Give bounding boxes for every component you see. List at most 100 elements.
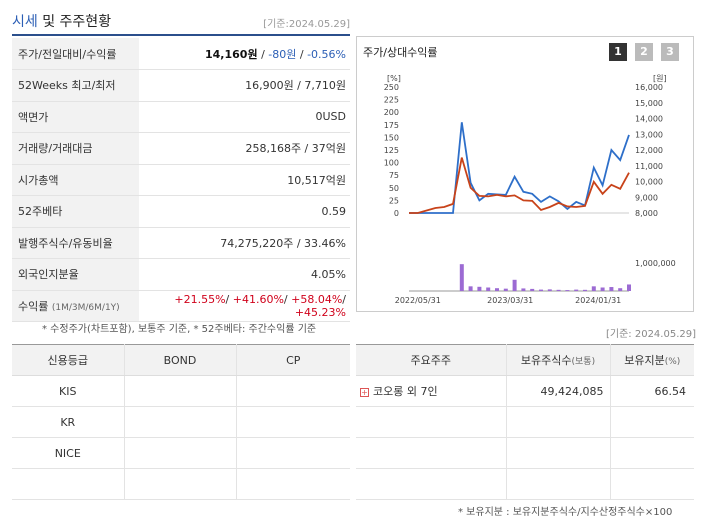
chart-tab-1[interactable]: 1: [609, 43, 627, 61]
right-tick-label: 9,000: [635, 193, 658, 202]
volume-bar: [477, 286, 482, 291]
face-value: 0USD: [139, 101, 350, 133]
separator: /: [296, 47, 308, 61]
left-tick-label: 100: [384, 159, 399, 168]
volume-label: 거래량/거래대금: [12, 132, 139, 165]
volume-bar: [521, 288, 526, 291]
foreign-label: 외국인지분율: [12, 258, 139, 291]
right-tick-label: 13,000: [635, 130, 663, 139]
right-tick-label: 12,000: [635, 146, 663, 155]
x-tick-label: 2024/01/31: [575, 296, 621, 305]
shareholders-table: 주요주주 보유주식수(보통) 보유지분(%) + 코오롱 외 7인 49,424,…: [356, 344, 694, 500]
chart-tabs: 1 2 3: [609, 43, 679, 61]
holder-name: [356, 437, 506, 469]
table-row: [356, 468, 694, 500]
beta-value: 0.59: [139, 195, 350, 228]
separator: /: [342, 292, 346, 306]
credit-bond: [123, 406, 236, 438]
credit-agency: KR: [12, 406, 124, 438]
credit-header-bond: BOND: [123, 344, 236, 376]
x-tick-label: 2023/03/31: [487, 296, 533, 305]
return-1m: +21.55%: [174, 292, 226, 306]
w52-row: 52Weeks 최고/최저 16,900원 / 7,710원: [12, 69, 350, 102]
reference-date: [기준:2024.05.29]: [263, 19, 350, 30]
table-row: [356, 437, 694, 469]
shares-value: 74,275,220주 / 33.46%: [139, 227, 350, 259]
market-cap-label: 시가총액: [12, 164, 139, 196]
holders-header-shares-text: 보유주식수: [520, 354, 572, 367]
table-row: NICE: [12, 437, 350, 469]
volume-bar: [591, 286, 596, 291]
left-tick-label: 250: [384, 83, 399, 92]
volume-bar: [530, 288, 535, 291]
holder-pct: [609, 437, 694, 469]
credit-bond: [123, 468, 236, 500]
left-tick-label: 25: [389, 196, 399, 205]
chart-title: 주가/상대수익률: [363, 46, 438, 59]
right-tick-label: 10,000: [635, 178, 663, 187]
face-value-label: 액면가: [12, 101, 139, 133]
table-row: [356, 406, 694, 438]
left-tick-label: 50: [389, 184, 399, 193]
holders-header-shares-unit: (보통): [571, 357, 596, 367]
right-tick-label: 15,000: [635, 99, 663, 108]
holder-shares: 49,424,085: [505, 375, 610, 407]
credit-agency: NICE: [12, 437, 124, 469]
chart-tab-2[interactable]: 2: [635, 43, 653, 61]
section-title-part2: 및 주주현황: [42, 14, 112, 30]
current-price: 14,160원: [205, 47, 258, 61]
chart-tab-3[interactable]: 3: [661, 43, 679, 61]
left-tick-label: 225: [384, 96, 399, 105]
table-row: KR: [12, 406, 350, 438]
volume-bar: [495, 288, 499, 291]
return-label: 수익률 (1M/3M/6M/1Y): [12, 290, 139, 322]
return-label-text: 수익률: [18, 299, 49, 313]
holders-reference-date: [기준: 2024.05.29]: [606, 329, 697, 340]
holder-name-text[interactable]: 코오롱 외 7인: [373, 385, 438, 398]
credit-header-cp: CP: [235, 344, 350, 376]
foreign-value: 4.05%: [139, 258, 350, 291]
right-tick-label: 8,000: [635, 209, 658, 218]
volume-value: 258,168주 / 37억원: [139, 132, 350, 165]
holder-name[interactable]: + 코오롱 외 7인: [356, 375, 506, 407]
right-tick-label: 16,000: [635, 83, 663, 92]
foreign-row: 외국인지분율 4.05%: [12, 258, 350, 291]
separator: /: [225, 292, 233, 306]
volume-bar: [503, 288, 508, 291]
market-cap-value: 10,517억원: [139, 164, 350, 196]
expand-plus-icon[interactable]: +: [360, 387, 369, 397]
beta-row: 52주베타 0.59: [12, 195, 350, 228]
credit-cp: [235, 406, 350, 438]
volume-bar: [609, 287, 614, 291]
return-row: 수익률 (1M/3M/6M/1Y) +21.55%/ +41.60%/ +58.…: [12, 290, 350, 322]
holder-shares: [505, 437, 610, 469]
holder-name: [356, 406, 506, 438]
series-line: [409, 157, 630, 214]
credit-cp: [235, 437, 350, 469]
table-row: KIS: [12, 375, 350, 407]
left-tick-label: 200: [384, 108, 399, 117]
w52-label: 52Weeks 최고/최저: [12, 69, 139, 102]
volume-bar: [512, 279, 517, 291]
volume-row: 거래량/거래대금 258,168주 / 37억원: [12, 132, 350, 165]
section-header: 시세 및 주주현황 [기준:2024.05.29]: [12, 6, 350, 36]
x-tick-label: 2022/05/31: [395, 296, 441, 305]
holders-footnote: * 보유지분 : 보유지분주식수/지수산정주식수×100: [458, 507, 673, 518]
separator: /: [257, 47, 269, 61]
section-title: 시세 및 주주현황: [12, 11, 111, 31]
holder-pct: [609, 406, 694, 438]
volume-bar: [468, 286, 473, 291]
chart-panel: 주가/상대수익률 1 2 3 [%] [원] 250 225 200 175 150 125 1…: [356, 36, 694, 312]
left-tick-label: 175: [384, 121, 399, 130]
w52-value: 16,900원 / 7,710원: [139, 69, 350, 102]
holder-shares: [505, 406, 610, 438]
face-value-row: 액면가 0USD: [12, 101, 350, 133]
volume-bar: [627, 284, 631, 291]
left-axis-unit: [%]: [387, 74, 401, 83]
credit-rating-table: 신용등급 BOND CP KIS KR NICE: [12, 344, 350, 500]
credit-agency: [12, 468, 124, 500]
right-tick-label: 11,000: [635, 162, 663, 171]
volume-bar: [539, 289, 543, 291]
volume-bar: [565, 290, 570, 291]
return-value: +21.55%/ +41.60%/ +58.04%/ +45.23%: [139, 290, 350, 322]
